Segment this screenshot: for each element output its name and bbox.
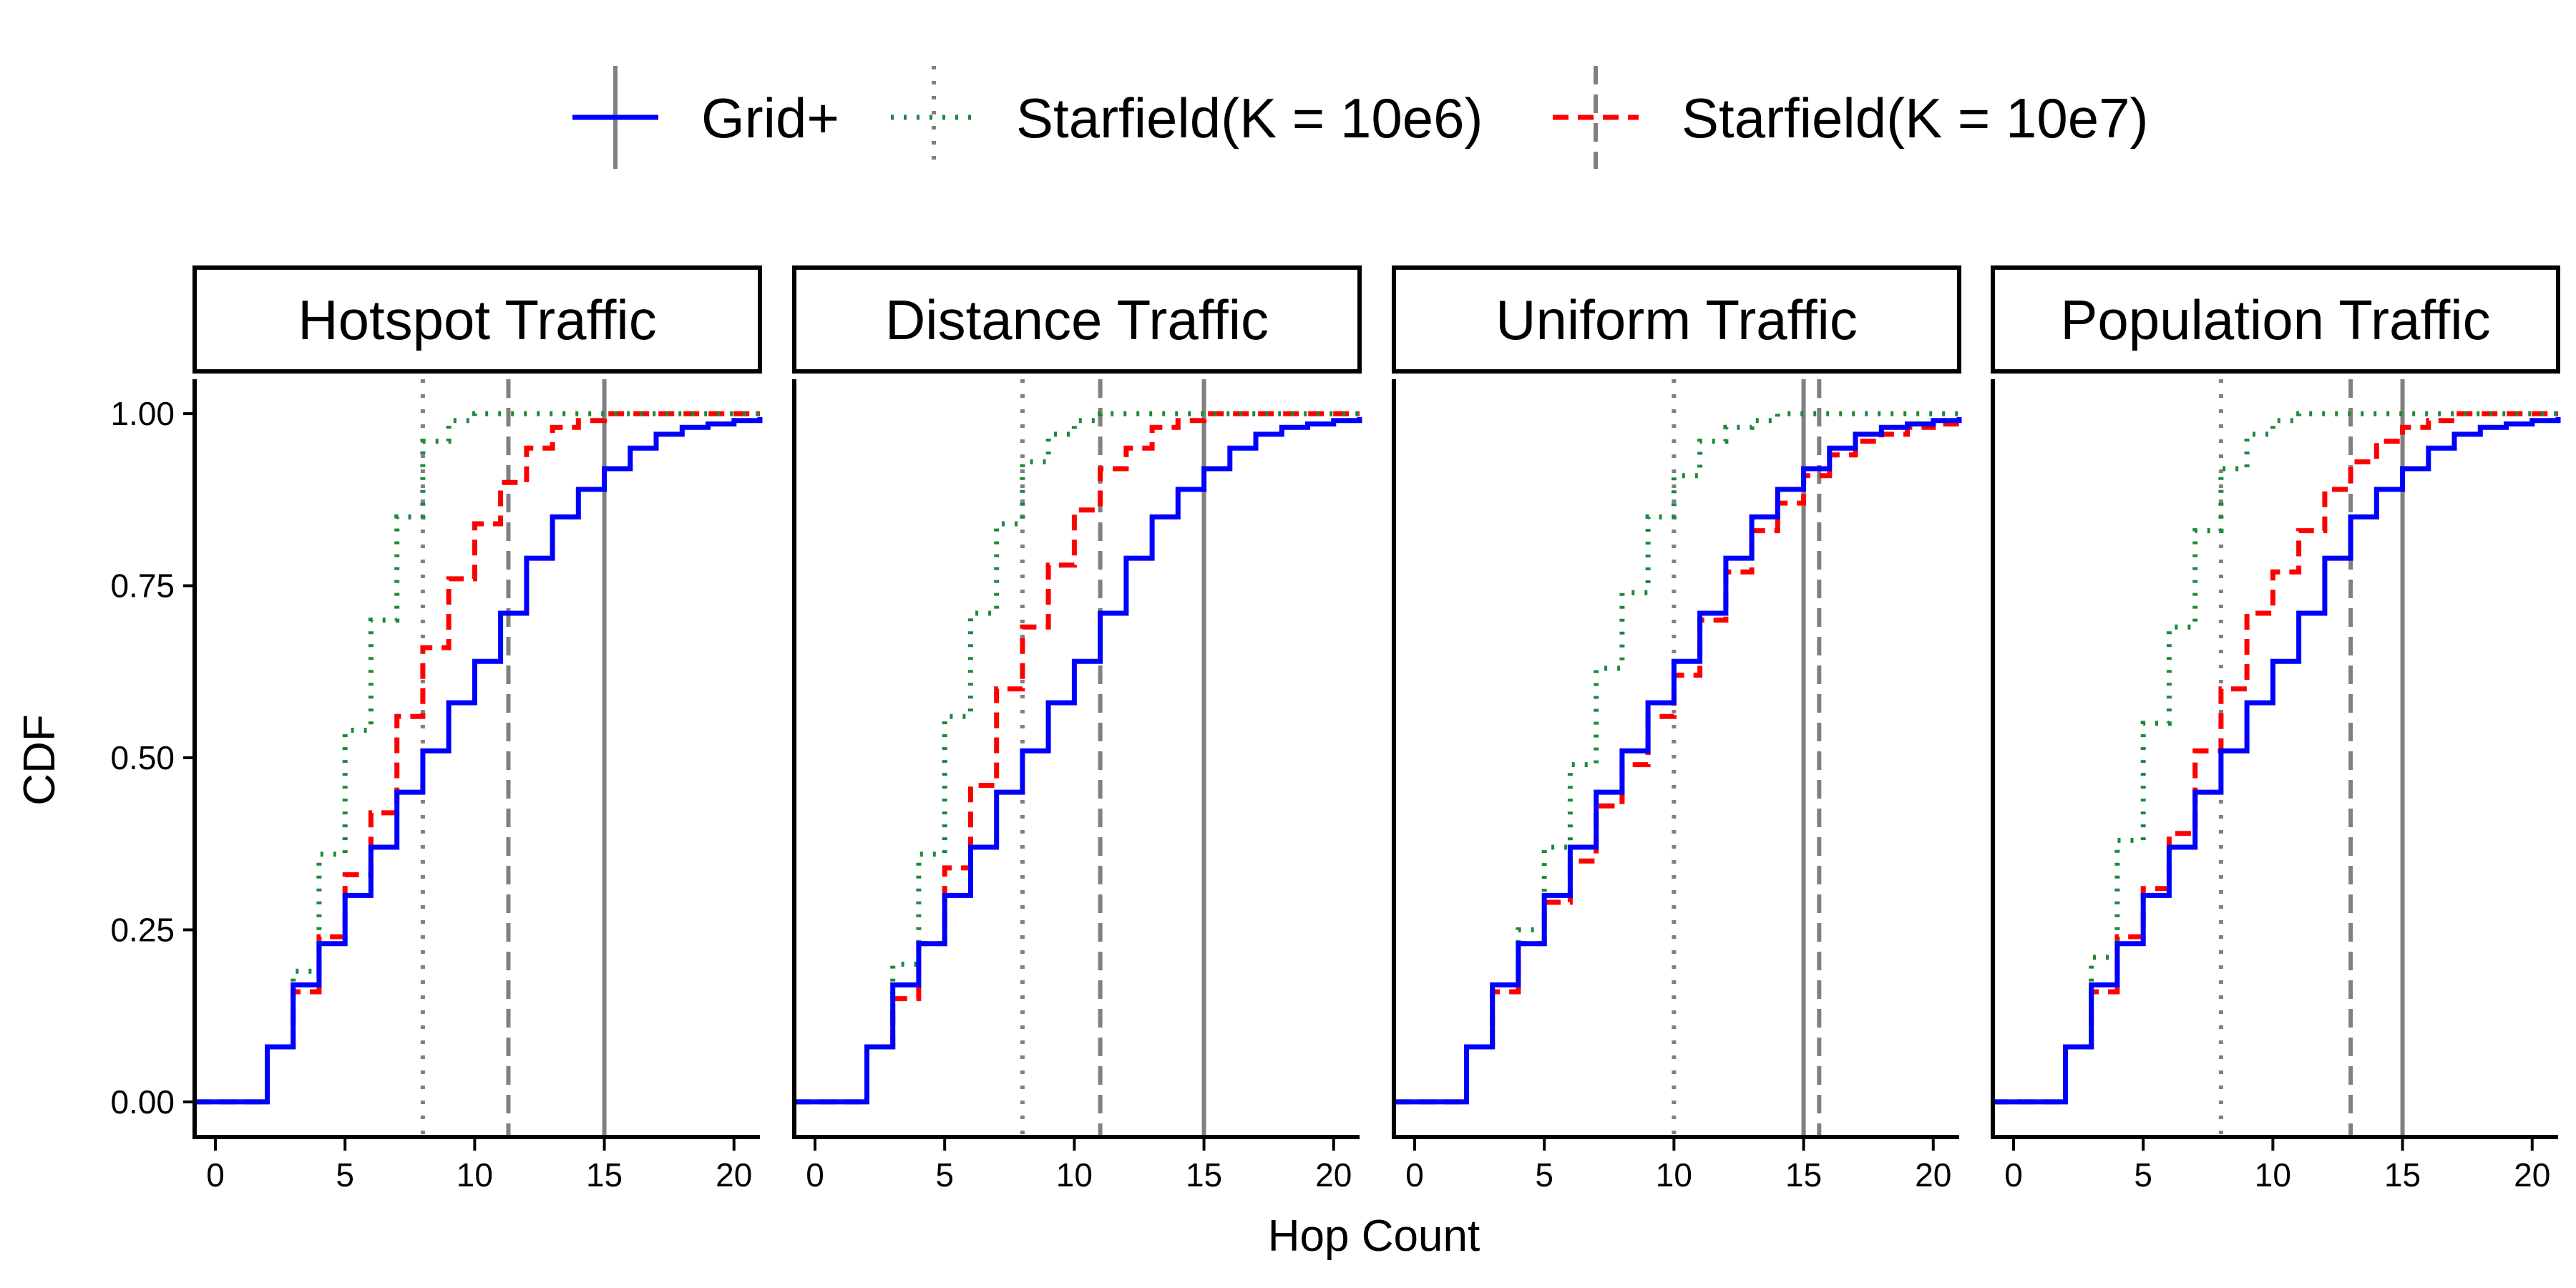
x-tick-label: 0: [806, 1156, 824, 1194]
series-line-starfield-k-10e6: [1992, 411, 2558, 1105]
y-tick-label: 0.25: [110, 911, 175, 948]
y-tick-label: 0.50: [110, 739, 175, 776]
series-line-grid: [194, 416, 763, 1105]
series-line-starfield-k-10e7: [1393, 420, 1962, 1105]
legend-key-grid: [572, 66, 658, 169]
strip-title: Distance Traffic: [885, 288, 1269, 351]
legend-label-starfield-k-10e7: Starfield(K = 10e7): [1682, 87, 2149, 150]
y-tick-label: 0.75: [110, 567, 175, 605]
legend-label-starfield-k-10e6: Starfield(K = 10e6): [1016, 87, 1483, 150]
legend-label-grid: Grid+: [701, 87, 839, 150]
x-tick-label: 20: [2514, 1156, 2550, 1194]
x-tick-label: 20: [716, 1156, 752, 1194]
series-line-starfield-k-10e6: [1393, 411, 1959, 1105]
strip-box: [1392, 265, 1961, 374]
x-tick-label: 5: [1535, 1156, 1553, 1194]
panel-hotspot-traffic: Hotspot Traffic 0 5 10 15 20 0.00 0.25 0.50 0.75 1…: [110, 265, 763, 1194]
x-tick-label: 5: [336, 1156, 354, 1194]
x-axis-title: Hop Count: [1268, 1211, 1480, 1261]
x-tick-label: 5: [2134, 1156, 2152, 1194]
y-tick-label: 0.00: [110, 1083, 175, 1121]
y-tick-label: 1.00: [110, 395, 175, 432]
y-axis-title: CDF: [15, 714, 64, 805]
series-line-grid: [1992, 416, 2561, 1105]
x-tick-label: 15: [1186, 1156, 1222, 1194]
strip-title: Hotspot Traffic: [298, 288, 656, 351]
x-tick-label: 15: [586, 1156, 623, 1194]
strip-title: Population Traffic: [2060, 288, 2490, 351]
x-tick-label: 10: [1656, 1156, 1692, 1194]
legend-entry-starfield-k-10e7: Starfield(K = 10e7): [1553, 66, 2149, 169]
panel-distance-traffic: Distance Traffic 0 5 10 15 20: [792, 265, 1362, 1194]
x-tick-label: 20: [1915, 1156, 1951, 1194]
series-line-grid: [1393, 416, 1962, 1105]
x-tick-label: 15: [2384, 1156, 2421, 1194]
series-line-starfield-k-10e7: [1992, 411, 2558, 1105]
x-tick-label: 5: [935, 1156, 954, 1194]
legend: Grid+ Starfield(K = 10e6) Starfield(K = 10…: [572, 66, 2149, 169]
series-line-grid: [794, 416, 1362, 1105]
facet-panels: Hotspot Traffic 0 5 10 15 20 0.00 0.25 0.50 0.75 1…: [110, 265, 2561, 1194]
legend-entry-starfield-k-10e6: Starfield(K = 10e6): [891, 66, 1483, 169]
x-tick-label: 10: [457, 1156, 493, 1194]
legend-key-starfield-k-10e6: [891, 66, 977, 169]
legend-entry-grid: Grid+: [572, 66, 839, 169]
panel-uniform-traffic: Uniform Traffic 0 5 10 15 20: [1392, 265, 1962, 1194]
x-tick-label: 10: [2255, 1156, 2291, 1194]
series-line-starfield-k-10e7: [794, 411, 1360, 1105]
series-line-starfield-k-10e7: [194, 411, 760, 1105]
strip-box: [192, 265, 762, 374]
x-tick-label: 10: [1056, 1156, 1093, 1194]
strip-title: Uniform Traffic: [1496, 288, 1858, 351]
x-tick-label: 0: [1405, 1156, 1424, 1194]
legend-key-starfield-k-10e7: [1553, 66, 1639, 169]
x-tick-label: 15: [1785, 1156, 1822, 1194]
panel-population-traffic: Population Traffic 0 5 10 15 20: [1991, 265, 2561, 1194]
x-tick-label: 20: [1315, 1156, 1352, 1194]
x-tick-label: 0: [2004, 1156, 2023, 1194]
strip-box: [1991, 265, 2560, 374]
series-line-starfield-k-10e6: [794, 411, 1360, 1105]
x-tick-label: 0: [206, 1156, 225, 1194]
series-line-starfield-k-10e6: [194, 411, 760, 1105]
strip-box: [792, 265, 1362, 374]
